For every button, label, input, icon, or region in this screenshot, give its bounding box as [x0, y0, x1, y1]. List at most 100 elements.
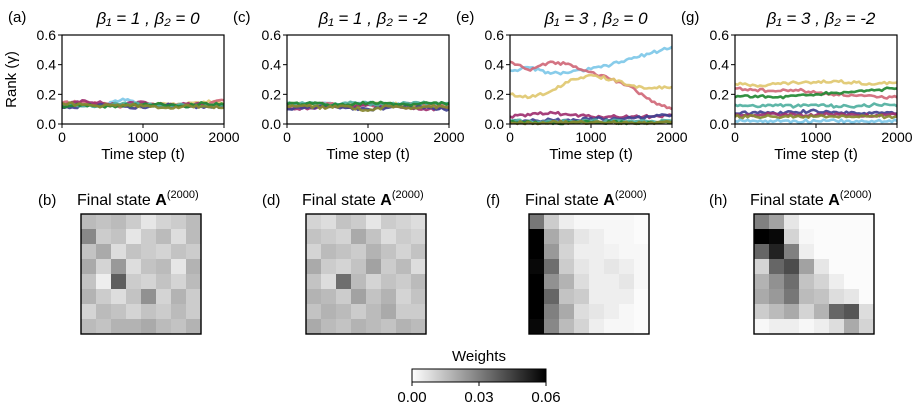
heatmap-cell: [411, 229, 427, 245]
colorbar-tick-label: 0.06: [531, 389, 560, 406]
series-line: [509, 60, 673, 111]
heatmap-title-superscript: (2000): [392, 189, 424, 201]
heatmap-cell: [351, 229, 367, 245]
heatmap-cell: [814, 259, 830, 275]
x-axis-label: Time step (t): [549, 146, 633, 163]
line-panel: 0.0 0.2 0.4 0.6 0 1000 2000 Time step (t) β₁ = 1…: [233, 9, 465, 163]
chart-title: β₁ = 1 , β₂ = -2: [318, 9, 428, 28]
heatmap-cell: [544, 319, 560, 335]
heatmap-cell: [799, 319, 815, 335]
x-tick-label: 1000: [127, 129, 158, 145]
heatmap-cell: [111, 229, 127, 245]
heatmap-cell: [754, 304, 770, 320]
x-axis-label: Time step (t): [326, 146, 410, 163]
heatmap-title-text: Final state: [77, 192, 155, 209]
heatmap-cell: [769, 214, 785, 230]
heatmap-cell: [321, 229, 337, 245]
heatmap-cell: [859, 259, 875, 275]
heatmap-panel: Final state A(2000) (f): [486, 189, 650, 335]
heatmap-cell: [141, 289, 157, 305]
heatmap-cell: [351, 289, 367, 305]
heatmap-cell: [96, 289, 112, 305]
heatmap-cell: [396, 319, 412, 335]
heatmap-cell: [336, 214, 352, 230]
heatmap-cell: [754, 274, 770, 290]
heatmap-cell: [381, 229, 397, 245]
heatmap-cell: [634, 289, 650, 305]
series-line: [734, 86, 898, 100]
heatmap-cell: [859, 274, 875, 290]
heatmap-cell: [859, 304, 875, 320]
heatmap-cell: [141, 304, 157, 320]
heatmap-cell: [126, 244, 142, 260]
heatmap-cell: [814, 214, 830, 230]
heatmap-cell: [574, 319, 590, 335]
heatmap-cell: [366, 244, 382, 260]
heatmap-cell: [529, 319, 545, 335]
axes-frame: [61, 34, 225, 125]
heatmap-cell: [604, 244, 620, 260]
series-line: [734, 79, 898, 88]
heatmap-panel: Final state A(2000) (d): [262, 189, 427, 335]
heatmap-cell: [396, 289, 412, 305]
heatmap-cell: [814, 289, 830, 305]
heatmap-cell: [814, 304, 830, 320]
heatmap-cell: [529, 214, 545, 230]
heatmap-cell: [634, 214, 650, 230]
heatmap-cell: [859, 229, 875, 245]
heatmap-cell: [859, 214, 875, 230]
heatmap-cell: [81, 259, 97, 275]
heatmap-cell: [321, 289, 337, 305]
heatmap-cell: [589, 259, 605, 275]
heatmap-title-text: Final state: [525, 192, 603, 209]
heatmap-cell: [814, 274, 830, 290]
heatmap-panel: Final state A(2000) (b): [38, 189, 202, 335]
heatmap-cell: [574, 274, 590, 290]
heatmap-cell: [754, 319, 770, 335]
heatmap-cell: [366, 289, 382, 305]
heatmap-frame: [80, 213, 202, 335]
heatmap-cell: [411, 319, 427, 335]
panel-label: (g): [681, 9, 699, 26]
y-tick-label: 0.4: [37, 57, 57, 73]
heatmap-cell: [156, 244, 172, 260]
heatmap-cell: [111, 289, 127, 305]
heatmap-cell: [111, 244, 127, 260]
heatmap-cell: [619, 274, 635, 290]
heatmap-cell: [336, 259, 352, 275]
heatmap-cell: [769, 304, 785, 320]
heatmap-title-superscript: (2000): [615, 189, 647, 201]
heatmap-cell: [529, 274, 545, 290]
heatmap-cell: [321, 259, 337, 275]
heatmap-cell: [156, 319, 172, 335]
x-tick-label: 2000: [881, 129, 912, 145]
x-tick-label: 0: [58, 129, 66, 145]
x-tick-label: 2000: [656, 129, 687, 145]
x-tick-label: 1000: [575, 129, 606, 145]
line-panel: 0.0 0.2 0.4 0.6 0 1000 2000 Time step (t) β₁ = 3…: [681, 9, 912, 163]
heatmap-frame: [305, 213, 427, 335]
heatmap-cell: [381, 304, 397, 320]
heatmap-title-symbol: A: [828, 192, 840, 209]
heatmap-cell: [96, 229, 112, 245]
heatmap-cell: [396, 244, 412, 260]
heatmap-cell: [829, 259, 845, 275]
heatmap-cell: [559, 319, 575, 335]
colorbar-tick-label: 0.03: [464, 389, 493, 406]
x-tick-label: 2000: [208, 129, 239, 145]
chart-title: β₁ = 1 , β₂ = 0: [95, 9, 200, 28]
heatmap-cell: [126, 214, 142, 230]
heatmap-cell: [381, 289, 397, 305]
series-line: [509, 73, 673, 100]
heatmap-cell: [844, 319, 860, 335]
heatmap-cell: [589, 289, 605, 305]
heatmap-cell: [844, 289, 860, 305]
heatmap-cell: [351, 214, 367, 230]
heatmap-cell: [351, 244, 367, 260]
heatmap-cell: [336, 274, 352, 290]
heatmap-cell: [604, 259, 620, 275]
heatmap-title-text: Final state: [750, 192, 828, 209]
heatmap-cell: [784, 304, 800, 320]
heatmap-cell: [156, 214, 172, 230]
